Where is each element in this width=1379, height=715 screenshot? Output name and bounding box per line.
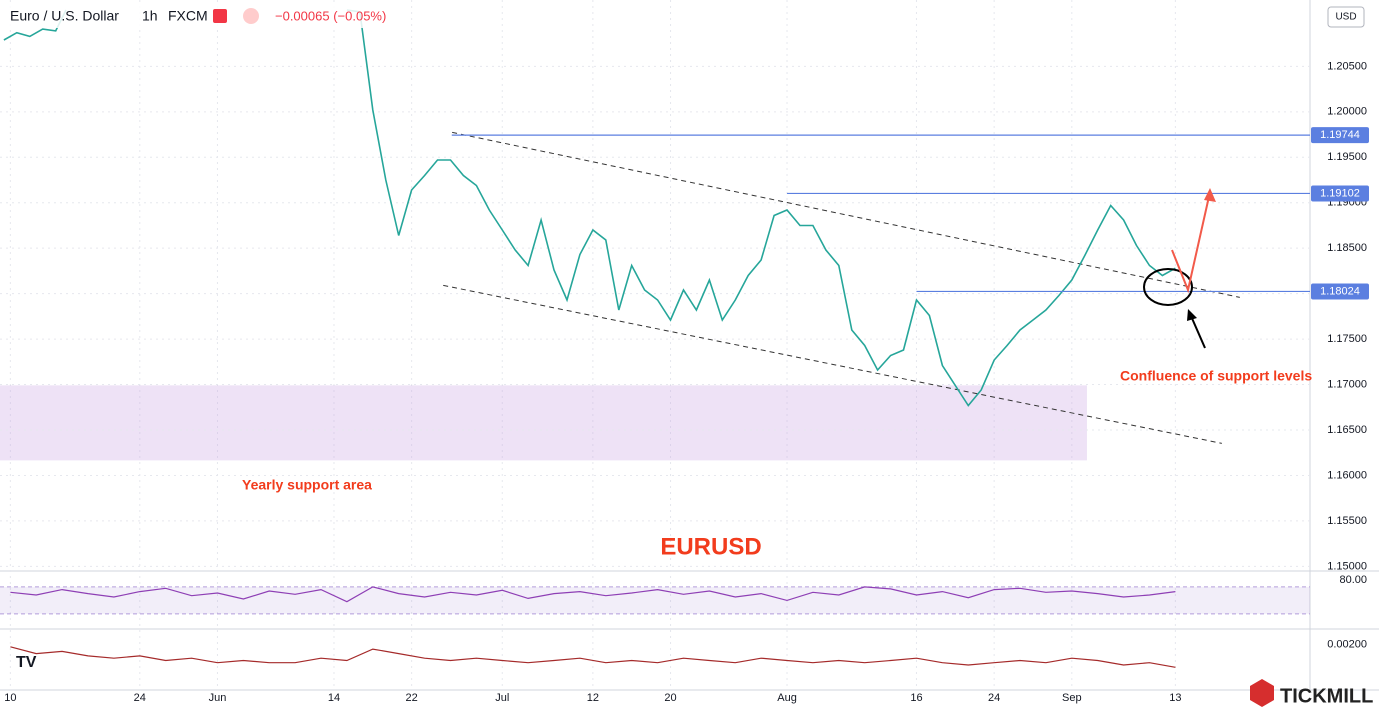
x-tick-label: 24 <box>988 692 1000 704</box>
level-label-bg <box>1311 127 1369 144</box>
highlight-ellipse <box>1143 268 1193 306</box>
arrow <box>1190 315 1206 349</box>
x-tick-label: Jul <box>495 692 509 704</box>
flag-icon[interactable] <box>213 9 227 23</box>
interval[interactable]: 1h <box>142 8 158 24</box>
annotation: Confluence of support levels <box>1120 368 1312 384</box>
currency[interactable]: USD <box>1335 12 1356 23</box>
support-zone <box>0 385 1087 461</box>
y-tick-label: 80.00 <box>1339 574 1367 586</box>
x-tick-label: 20 <box>664 692 676 704</box>
level-label-bg <box>1311 185 1369 202</box>
x-tick-label: Jun <box>209 692 227 704</box>
y-tick-label: 0.00200 <box>1327 638 1367 650</box>
brand: TICKMILL <box>1280 685 1373 707</box>
chart-title: EURUSD <box>660 533 761 560</box>
y-tick-label: 1.15000 <box>1327 560 1367 572</box>
y-tick-label: 1.19500 <box>1327 151 1367 163</box>
level-label-bg <box>1311 283 1369 300</box>
brand-logo <box>1250 679 1274 707</box>
x-tick-label: 10 <box>4 692 16 704</box>
trendline <box>443 284 1222 444</box>
y-tick-label: 1.18500 <box>1327 242 1367 254</box>
header-bg <box>0 4 380 28</box>
x-tick-label: Sep <box>1062 692 1082 704</box>
level-label: 1.18024 <box>1320 285 1360 297</box>
annotation: Yearly support area <box>242 477 372 493</box>
level-label: 1.19102 <box>1320 187 1360 199</box>
indicator-icon[interactable] <box>243 8 259 24</box>
symbol: Euro / U.S. Dollar <box>10 8 119 24</box>
source: FXCM <box>168 8 208 24</box>
x-tick-label: 12 <box>587 692 599 704</box>
y-tick-label: 1.20000 <box>1327 106 1367 118</box>
change: −0.00065 (−0.05%) <box>275 8 386 23</box>
arrow-head <box>1204 188 1216 202</box>
x-tick-label: 22 <box>406 692 418 704</box>
series-line <box>10 646 1176 668</box>
rsi-band <box>0 586 1310 614</box>
level-label: 1.19744 <box>1320 129 1360 141</box>
y-tick-label: 1.15500 <box>1327 515 1367 527</box>
arrow-head <box>1187 309 1197 321</box>
arrow <box>1171 191 1211 294</box>
x-tick-label: 24 <box>134 692 146 704</box>
tv-logo: TV <box>16 654 37 671</box>
y-tick-label: 1.20500 <box>1327 60 1367 72</box>
x-tick-label: 14 <box>328 692 340 704</box>
currency-button[interactable] <box>1327 6 1365 28</box>
y-tick-label: 1.17500 <box>1327 333 1367 345</box>
x-tick-label: 16 <box>910 692 922 704</box>
trendline <box>452 131 1240 298</box>
x-tick-label: 13 <box>1169 692 1181 704</box>
series-line <box>10 586 1176 603</box>
y-tick-label: 1.16000 <box>1327 469 1367 481</box>
x-tick-label: Aug <box>777 692 797 704</box>
plot <box>0 0 1310 690</box>
y-tick-label: 1.17000 <box>1327 378 1367 390</box>
y-tick-label: 1.16500 <box>1327 424 1367 436</box>
